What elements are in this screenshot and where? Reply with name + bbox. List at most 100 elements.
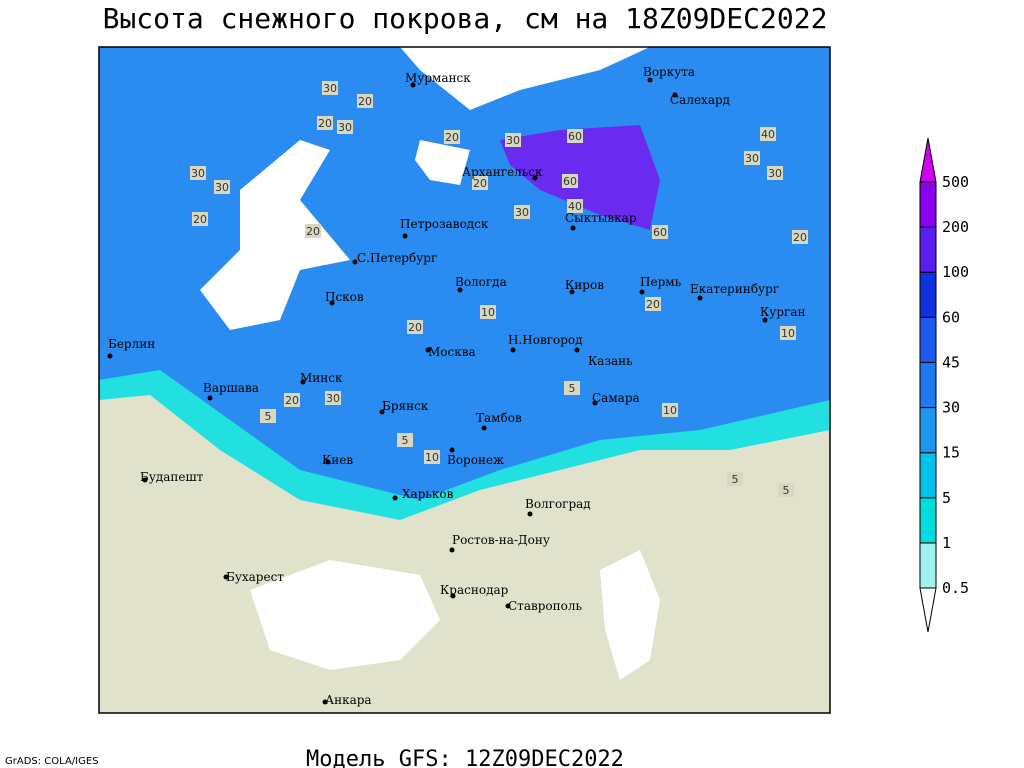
city-dot — [223, 574, 229, 580]
contour-label: 5 — [569, 382, 576, 395]
contour-label-box — [322, 81, 338, 95]
contour-label-box — [652, 225, 668, 239]
legend-swatch — [919, 452, 937, 499]
city-label: Киев — [322, 453, 353, 467]
city-label: Тамбов — [476, 411, 522, 425]
contour-label: 20 — [646, 298, 660, 311]
city-label: Брянск — [382, 399, 429, 413]
contour-label-box — [567, 129, 583, 143]
city-label: Псков — [325, 290, 364, 304]
city-dot — [647, 77, 653, 83]
legend-swatch — [919, 271, 937, 318]
contour-label-box — [357, 94, 373, 108]
contour-label: 5 — [783, 484, 790, 497]
contour-label-box — [305, 224, 321, 238]
city-label: Казань — [588, 354, 633, 368]
city-dot — [107, 353, 113, 359]
city-dot — [425, 347, 431, 353]
contour-label: 20 — [445, 131, 459, 144]
contour-label-box — [567, 199, 583, 213]
legend-swatch — [919, 181, 937, 228]
city-dot — [639, 289, 645, 295]
legend-label: 30 — [942, 399, 960, 417]
legend-top-cap — [919, 137, 937, 183]
contour-label: 60 — [568, 130, 582, 143]
city-label: Варшава — [203, 381, 259, 395]
contour-label: 20 — [193, 213, 207, 226]
contour-label: 20 — [793, 231, 807, 244]
contour-label-box — [727, 472, 743, 486]
legend-label: 15 — [942, 444, 960, 462]
city-dot — [592, 400, 598, 406]
credit: GrADS: COLA/IGES — [5, 756, 99, 767]
footer: Модель GFS: 12Z09DEC2022 — [306, 747, 624, 768]
contour-label: 30 — [506, 134, 520, 147]
map-frame — [98, 46, 831, 714]
contour-label-box — [337, 120, 353, 134]
city-dot — [672, 92, 678, 98]
city-label: Минск — [300, 371, 343, 385]
caspian-sea — [600, 550, 660, 680]
contour-label: 10 — [663, 404, 677, 417]
city-label: Архангельск — [462, 165, 543, 179]
contour-label-box — [480, 305, 496, 319]
city-label: Петрозаводск — [400, 217, 489, 231]
contour-label-box — [444, 130, 460, 144]
legend-bottom-cap — [919, 587, 937, 633]
city-label: Н.Новгород — [508, 333, 583, 347]
legend-label: 1 — [942, 534, 951, 552]
city-dot — [481, 425, 487, 431]
legend-label: 500 — [942, 173, 969, 191]
city-dot — [570, 225, 576, 231]
contour-label: 10 — [425, 451, 439, 464]
contour-label-box — [260, 409, 276, 423]
city-label: Воркута — [643, 65, 695, 79]
contour-label-box — [645, 297, 661, 311]
legend-label: 60 — [942, 308, 960, 326]
contour-label: 20 — [318, 117, 332, 130]
city-dot — [300, 379, 306, 385]
city-label: Бухарест — [226, 570, 284, 584]
city-dot — [352, 259, 358, 265]
baltic-sea — [200, 140, 350, 330]
contour-label-box — [662, 403, 678, 417]
city-label: Мурманск — [405, 71, 471, 85]
contour-label: 5 — [265, 410, 272, 423]
city-label: Самара — [592, 391, 640, 405]
contour-label-box — [564, 381, 580, 395]
city-label: Волгоград — [525, 497, 591, 511]
city-dot — [207, 395, 213, 401]
contour-label-box — [192, 212, 208, 226]
contour-label: 30 — [515, 206, 529, 219]
contour-label-box — [472, 176, 488, 190]
legend-swatch — [919, 407, 937, 454]
city-dot — [510, 347, 516, 353]
city-dot — [449, 547, 455, 553]
city-label: Берлин — [108, 337, 155, 351]
city-label: Ставрополь — [508, 599, 582, 613]
contour-label-box — [317, 116, 333, 130]
contour-label-box — [214, 180, 230, 194]
city-label: Сыктывкар — [565, 211, 637, 225]
legend-swatch — [919, 316, 937, 363]
city-label: Киров — [565, 278, 604, 292]
legend-swatch — [919, 361, 937, 409]
contour-label: 60 — [563, 175, 577, 188]
contour-label-box — [780, 326, 796, 340]
contour-label: 30 — [768, 167, 782, 180]
city-dot — [379, 409, 385, 415]
legend-swatch — [919, 542, 937, 589]
city-label: Салехард — [670, 93, 730, 107]
legend-label: 100 — [942, 263, 969, 281]
city-dot — [527, 511, 533, 517]
contour-label: 30 — [215, 181, 229, 194]
city-dot — [449, 447, 455, 453]
city-dot — [457, 287, 463, 293]
white-sea — [415, 140, 470, 185]
city-dot — [142, 477, 148, 483]
contour-label: 60 — [653, 226, 667, 239]
city-label: С.Петербург — [357, 251, 437, 265]
contour-label-box — [562, 174, 578, 188]
